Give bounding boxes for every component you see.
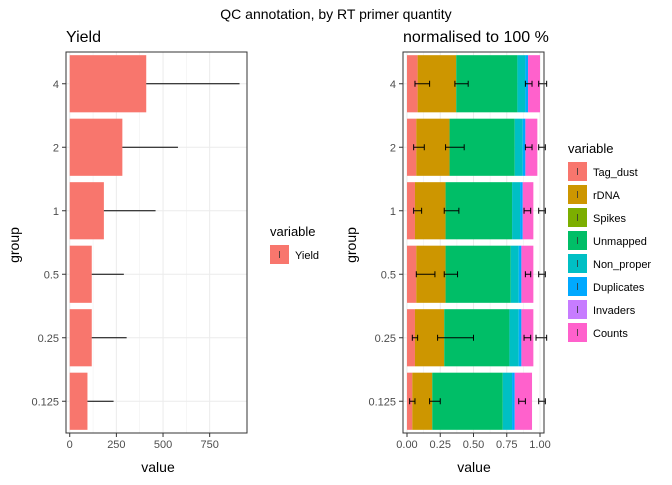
yield-bar [69, 182, 104, 240]
stacked-segment-rdna [412, 372, 433, 430]
stacked-segment-duplicates [518, 309, 522, 367]
stacked-segment-duplicates [518, 245, 522, 303]
y-tick-label: 2 [53, 142, 59, 154]
legend-label: Tag_dust [593, 167, 638, 179]
x-tick-label: 500 [154, 439, 172, 451]
right-x-axis-title: value [457, 459, 491, 475]
legend-label: Unmapped [593, 236, 647, 248]
x-tick-label: 0.00 [396, 439, 417, 451]
stacked-segment-non_proper [509, 309, 519, 367]
stacked-segment-non_proper [512, 182, 521, 240]
yield-bar [69, 118, 123, 176]
stacked-segment-non_proper [510, 245, 519, 303]
stacked-segment-non_proper [502, 372, 513, 430]
yield-panel: 0 250 500 750 0.125 0.25 0.5 1 2 4 [31, 51, 248, 451]
yield-bar [69, 309, 92, 367]
right-y-axis-title: group [343, 227, 359, 263]
yield-bar [69, 55, 147, 113]
stacked-segment-duplicates [512, 372, 515, 430]
stacked-segment-non_proper [514, 118, 523, 176]
legend-label: Duplicates [593, 282, 645, 294]
y-tick-label: 4 [390, 79, 396, 91]
y-tick-label: 2 [390, 142, 396, 154]
y-tick-label: 0.5 [381, 269, 396, 281]
y-tick-label: 1 [390, 206, 396, 218]
x-tick-label: 1.00 [529, 439, 550, 451]
panel-border [65, 51, 248, 434]
y-tick-label: 1 [53, 206, 59, 218]
yield-bar [69, 372, 88, 430]
x-tick-label: 0.25 [430, 439, 451, 451]
x-tick-label: 250 [107, 439, 125, 451]
normalised-panel: 0.00 0.25 0.50 0.75 1.00 0.125 0.25 0.5 1 2 4 [368, 51, 551, 451]
x-tick-label: 0.50 [463, 439, 484, 451]
legend-label: Invaders [593, 305, 636, 317]
left-panel-title: Yield [66, 29, 101, 46]
x-tick-label: 0 [67, 439, 73, 451]
stacked-segment-duplicates [522, 118, 526, 176]
legend-title: variable [568, 141, 614, 156]
x-tick-label: 750 [201, 439, 219, 451]
stacked-segment-tag_dust [406, 118, 417, 176]
stacked-segment-counts [528, 55, 541, 113]
stacked-segment-tag_dust [406, 309, 415, 367]
legend-label: Yield [295, 250, 319, 262]
legend-label: rDNA [593, 190, 621, 202]
stacked-segment-duplicates [520, 182, 523, 240]
yield-bar [69, 245, 92, 303]
right-panel-title: normalised to 100 % [403, 29, 549, 46]
legend-title: variable [270, 224, 316, 239]
plot-background [66, 52, 247, 433]
x-tick-label: 0.75 [496, 439, 517, 451]
left-y-axis-title: group [6, 227, 22, 263]
stacked-segment-non_proper [517, 55, 526, 113]
y-tick-label: 4 [53, 79, 59, 91]
y-tick-label: 0.25 [375, 333, 396, 345]
main-title: QC annotation, by RT primer quantity [220, 6, 451, 22]
y-tick-label: 0.125 [368, 396, 396, 408]
legend-label: Counts [593, 328, 628, 340]
stacked-segment-tag_dust [406, 182, 415, 240]
stacked-segment-tag_dust [406, 55, 418, 113]
yield-legend: variable Yield [270, 224, 319, 264]
y-tick-label: 0.125 [31, 396, 59, 408]
stacked-segment-unmapped [432, 372, 503, 430]
normalised-legend: variable Tag_dust rDNA Spikes Unmapped Non_pr… [568, 141, 651, 342]
y-tick-label: 0.5 [44, 269, 59, 281]
left-x-axis-title: value [141, 459, 175, 475]
legend-label: Spikes [593, 213, 627, 225]
y-tick-label: 0.25 [38, 333, 59, 345]
stacked-segment-tag_dust [406, 245, 417, 303]
legend-label: Non_proper [593, 259, 651, 271]
